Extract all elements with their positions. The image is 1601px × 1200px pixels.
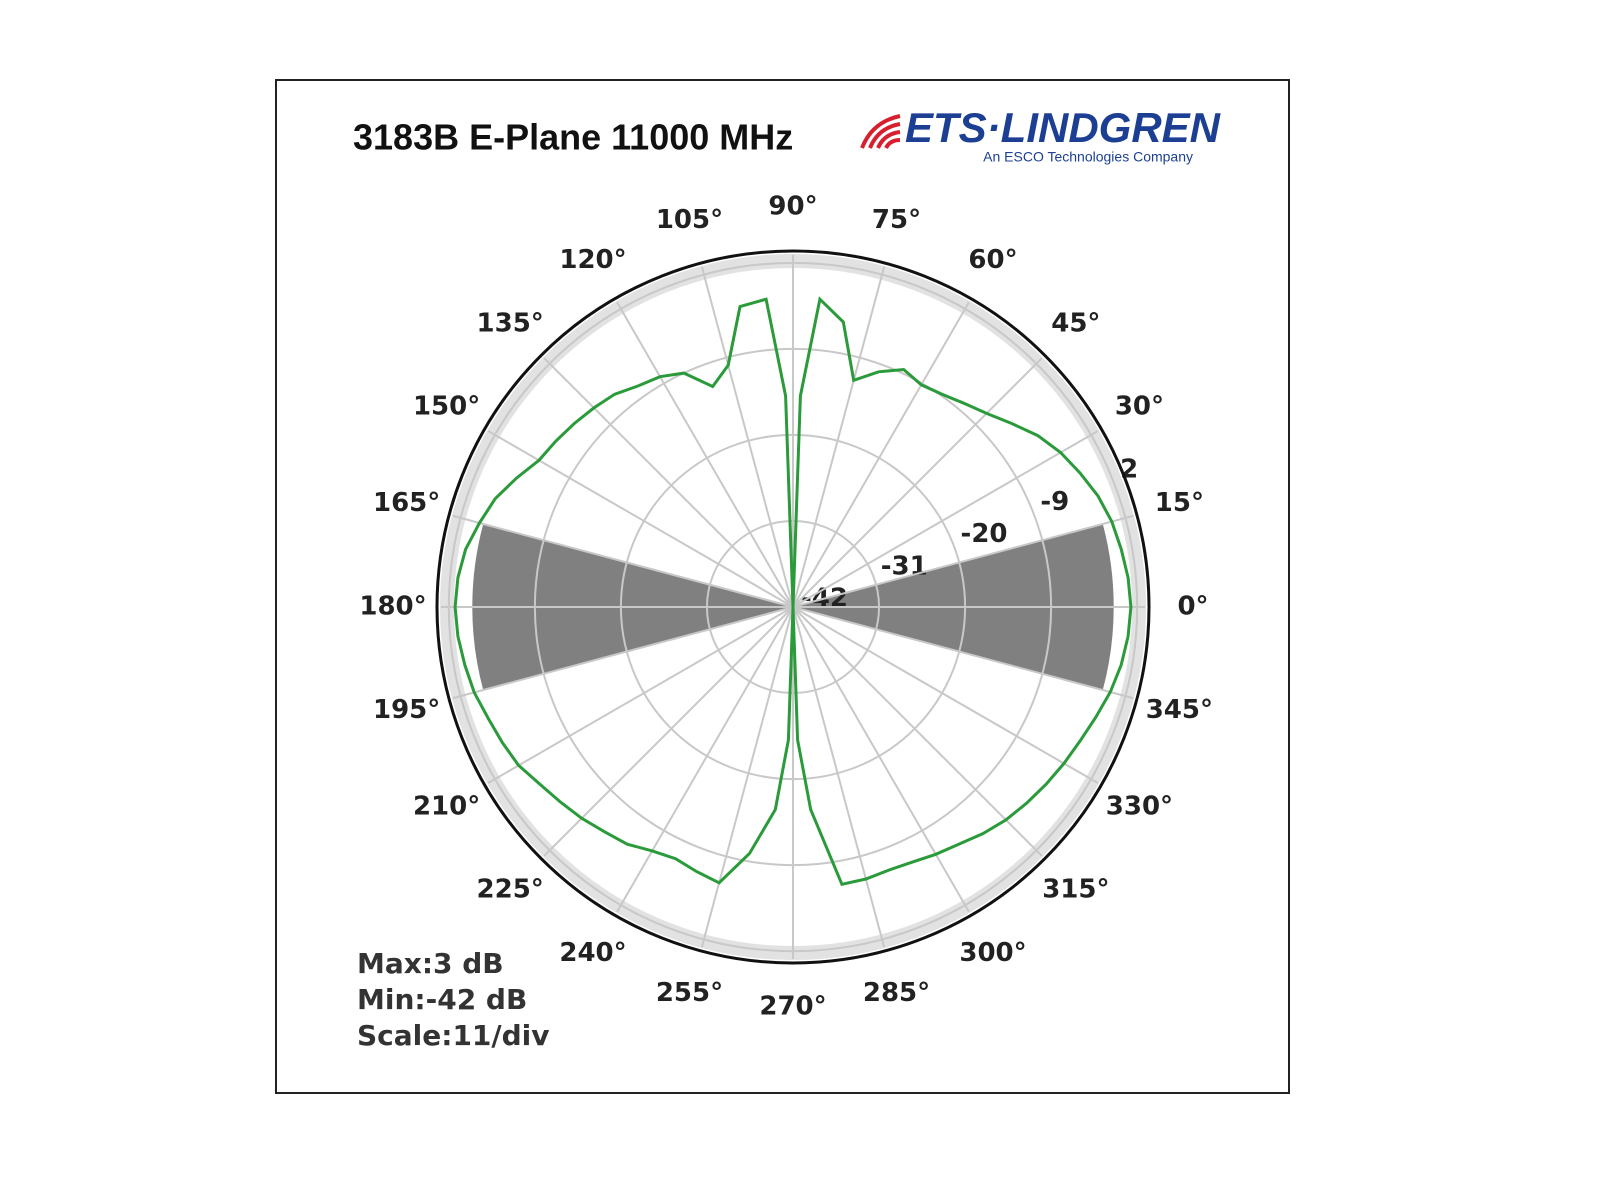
grid-spoke <box>792 430 1099 608</box>
x-tick-label: 330° <box>1106 792 1173 822</box>
grid-spoke <box>616 301 794 608</box>
logo-tagline: An ESCO Technologies Company <box>983 149 1193 165</box>
x-tick-label: 270° <box>759 992 826 1022</box>
outer-circle <box>435 249 1151 965</box>
x-tick-label: 255° <box>656 978 723 1008</box>
grid-spoke <box>487 606 794 784</box>
grid-spoke <box>452 606 794 700</box>
grid-spoke <box>700 606 794 948</box>
grid-spoke <box>792 301 970 608</box>
x-tick-label: 60° <box>968 245 1017 275</box>
x-tick-label: 315° <box>1042 874 1109 904</box>
x-tick-label: 135° <box>477 309 544 339</box>
y-tick-label: -9 <box>1040 487 1069 517</box>
logo-mark <box>860 114 901 149</box>
x-tick-label: 210° <box>413 792 480 822</box>
x-tick-label: 15° <box>1155 488 1204 518</box>
x-tick-label: 0° <box>1177 592 1208 622</box>
x-tick-label: 90° <box>768 192 817 222</box>
x-tick-label: 75° <box>872 205 921 235</box>
pattern-line <box>453 296 1133 887</box>
polar-plot: -42-31-20-920°15°30°45°60°75°90°105°120°… <box>357 192 1213 1053</box>
logo-name: ETS·LINDGREN <box>905 104 1222 151</box>
logo-arc <box>884 138 901 149</box>
x-tick-label: 165° <box>373 488 440 518</box>
stat-text: Max:3 dB <box>357 947 504 980</box>
x-tick-label: 240° <box>559 938 626 968</box>
x-tick-label: 120° <box>559 245 626 275</box>
chart-title: 3183B E-Plane 11000 MHz <box>353 117 793 158</box>
x-tick-label: 285° <box>863 978 930 1008</box>
grid-spoke <box>792 606 1043 857</box>
grid-spoke <box>792 606 1099 784</box>
x-tick-label: 150° <box>413 392 480 422</box>
grid-spoke <box>543 357 794 608</box>
grid-spoke <box>792 357 1043 608</box>
x-tick-label: 300° <box>959 938 1026 968</box>
logo-arc <box>876 130 901 149</box>
grid-spoke <box>543 606 794 857</box>
logo-arc <box>860 114 901 149</box>
x-tick-label: 345° <box>1146 695 1213 725</box>
y-tick-label: -20 <box>961 519 1008 549</box>
logo-arc <box>868 122 901 149</box>
grid-spoke <box>616 606 794 913</box>
x-tick-label: 45° <box>1051 309 1100 339</box>
grid-spoke <box>792 606 886 948</box>
x-tick-label: 225° <box>477 874 544 904</box>
grid-spoke <box>792 266 886 608</box>
x-tick-label: 30° <box>1115 392 1164 422</box>
grid-spoke <box>792 514 1134 608</box>
grid-spoke <box>792 606 970 913</box>
stat-text: Min:-42 dB <box>357 983 527 1016</box>
x-tick-label: 195° <box>373 695 440 725</box>
stat-text: Scale:11/div <box>357 1019 550 1052</box>
grid-spoke <box>792 606 1134 700</box>
grid-spoke <box>452 514 794 608</box>
x-tick-label: 105° <box>656 205 723 235</box>
x-tick-label: 180° <box>359 592 426 622</box>
grid-spoke <box>700 266 794 608</box>
